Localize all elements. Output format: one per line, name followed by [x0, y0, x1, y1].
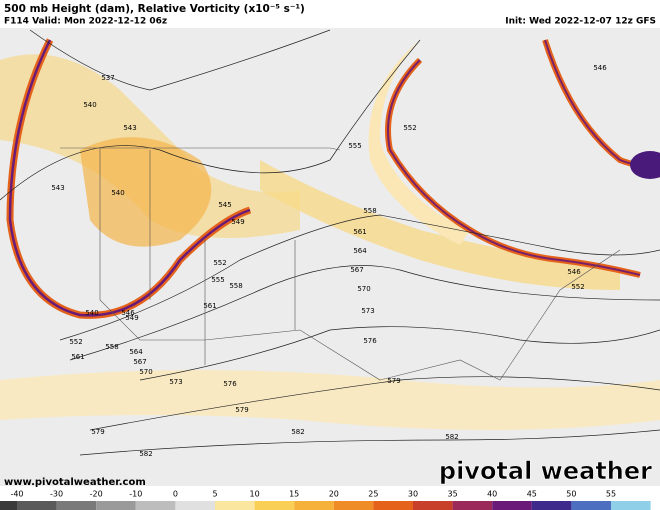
colorbar-segment	[215, 501, 255, 510]
contour-label: 570	[357, 285, 370, 293]
colorbar-segment	[333, 501, 374, 510]
colorbar-segment	[254, 501, 295, 510]
borders	[60, 147, 621, 381]
contour-label: 573	[361, 307, 374, 315]
contour-label: 549	[231, 218, 244, 226]
website: www.pivotalweather.com	[4, 477, 146, 488]
vorticity-area	[0, 370, 660, 430]
contour-label: 570	[139, 368, 152, 376]
colorbar-tick-label: 40	[487, 490, 497, 499]
contour-label: 555	[348, 142, 361, 150]
colorbar-segment	[17, 501, 57, 510]
contour-label: 579	[235, 406, 248, 414]
colorbar-segment	[531, 501, 572, 510]
contour-label: 558	[363, 207, 376, 215]
contour-label: 543	[51, 184, 64, 192]
contour-label: 564	[129, 348, 143, 356]
contour-label: 582	[291, 428, 304, 436]
contour-label: 582	[445, 433, 458, 441]
colorbar-tick-label: 45	[527, 490, 537, 499]
valid-time: F114 Valid: Mon 2022-12-12 06z	[4, 17, 167, 27]
colorbar-segment	[452, 501, 493, 510]
contour-label: 561	[353, 228, 366, 236]
contour-label: 558	[105, 343, 118, 351]
init-time: Init: Wed 2022-12-07 12z GFS	[505, 17, 656, 27]
contour-labels: 5375405435405435455495525555585615465495…	[51, 64, 607, 458]
colorbar-segment	[413, 501, 453, 510]
colorbar-segment	[175, 501, 215, 510]
colorbar-segment	[294, 501, 334, 510]
contour-label: 558	[229, 282, 242, 290]
colorbar-segment	[611, 501, 651, 510]
colorbar-segment	[0, 501, 17, 510]
contour-label: 546	[593, 64, 607, 72]
colorbar-tick-label: -40	[10, 490, 23, 499]
colorbar-segment	[373, 501, 413, 510]
colorbar-tick-label: 50	[566, 490, 576, 499]
vorticity-area	[80, 137, 212, 247]
contour-label: 582	[139, 450, 152, 458]
contour-label: 561	[71, 353, 84, 361]
vorticity-band	[8, 39, 251, 317]
colorbar-tick-label: 55	[606, 490, 616, 499]
contour-label: 540	[111, 189, 124, 197]
colorbar-segment	[56, 501, 97, 510]
contour-label: 545	[218, 201, 231, 209]
colorbar-segment	[571, 501, 611, 510]
colorbar-tick-label: -20	[90, 490, 103, 499]
colorbar-tick-label: 5	[212, 490, 217, 499]
colorbar-tick-label: -10	[129, 490, 142, 499]
height-contours	[0, 29, 660, 456]
contour-label: 537	[101, 74, 114, 82]
contour-label: 567	[133, 358, 146, 366]
contour-label: 576	[223, 380, 237, 388]
contour-label: 540	[85, 309, 98, 317]
colorbar-tick-label: 10	[250, 490, 260, 499]
colorbar-tick-label: 0	[173, 490, 178, 499]
colorbar-segment	[135, 501, 176, 510]
contour-label: 573	[169, 378, 182, 386]
colorbar-tick-label: 25	[368, 490, 378, 499]
contour-label: 552	[571, 283, 584, 291]
contour-label: 561	[203, 302, 216, 310]
contour-label: 552	[213, 259, 226, 267]
contour-label: 579	[91, 428, 104, 436]
contour-label: 564	[353, 247, 367, 255]
contour-label: 540	[83, 101, 96, 109]
map-title: 500 mb Height (dam), Relative Vorticity …	[4, 3, 305, 15]
contour-label: 546	[121, 309, 135, 317]
map-area	[0, 28, 660, 486]
vorticity-max	[630, 151, 660, 179]
contour-label: 549	[125, 314, 138, 322]
contour-label: 555	[211, 276, 224, 284]
colorbar-segment	[492, 501, 532, 510]
colorbar-tick-label: 15	[289, 490, 299, 499]
colorbar-segment	[96, 501, 136, 510]
contour-label: 579	[387, 377, 400, 385]
colorbar: -40 -30 -20 -10 0 5 10 15 20 25 30 35 40 45 50 55	[0, 490, 651, 510]
contour-label: 567	[350, 266, 363, 274]
contour-label: 552	[69, 338, 82, 346]
vorticity-band	[387, 59, 641, 276]
colorbar-tick-label: 35	[448, 490, 458, 499]
watermark: pivotal weather	[439, 457, 652, 485]
vorticity-area	[368, 40, 470, 245]
header-bg	[0, 0, 660, 28]
contour-label: 552	[403, 124, 416, 132]
colorbar-tick-label: -30	[50, 490, 63, 499]
colorbar-tick-label: 30	[408, 490, 418, 499]
contour-label: 576	[363, 337, 377, 345]
colorbar-tick-label: 20	[329, 490, 339, 499]
contour-label: 546	[567, 268, 581, 276]
contour-label: 543	[123, 124, 136, 132]
